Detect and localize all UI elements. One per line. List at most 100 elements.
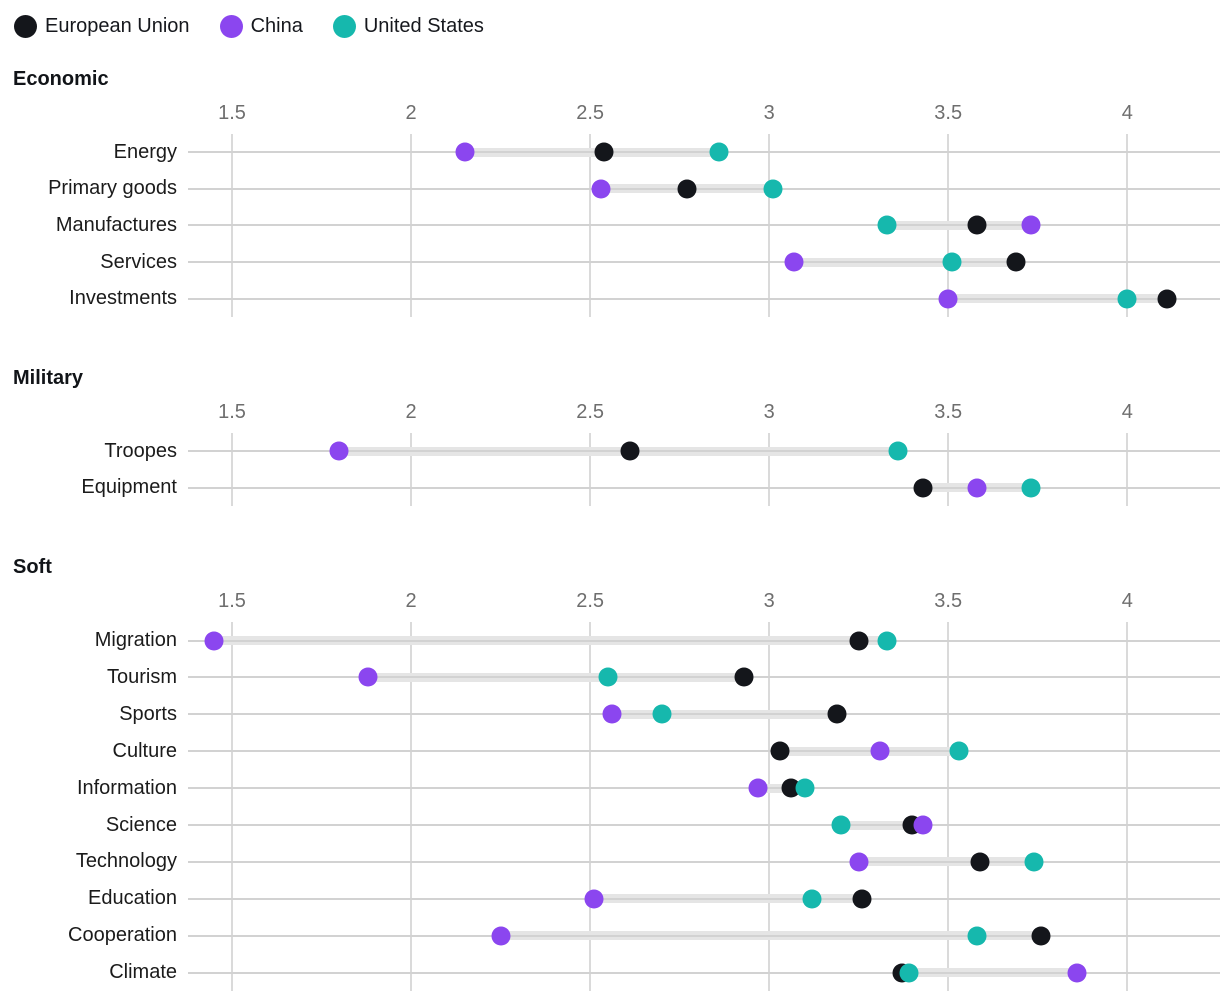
row-gridline <box>188 639 1220 642</box>
dot-united-states[interactable] <box>1024 852 1044 872</box>
dot-european-union[interactable] <box>1006 252 1026 272</box>
row-label: Climate <box>109 961 177 984</box>
dot-united-states[interactable] <box>831 815 851 835</box>
row-track <box>188 134 1220 171</box>
dot-china[interactable] <box>584 889 604 909</box>
row-gridline <box>188 787 1220 790</box>
dot-china[interactable] <box>602 704 622 724</box>
dot-united-states[interactable] <box>888 441 908 461</box>
dot-china[interactable] <box>748 778 768 798</box>
row-label: Information <box>76 776 177 799</box>
dot-european-union[interactable] <box>913 478 933 498</box>
row-gridline <box>188 897 1220 900</box>
row-label: Tourism <box>106 665 177 688</box>
dot-united-states[interactable] <box>1117 289 1137 309</box>
dot-european-union[interactable] <box>770 741 790 761</box>
dot-european-union[interactable] <box>849 631 869 651</box>
dot-european-union[interactable] <box>827 704 847 724</box>
dot-united-states[interactable] <box>877 631 897 651</box>
dot-european-union[interactable] <box>677 179 697 199</box>
row-gridline <box>188 676 1220 679</box>
row-gridline <box>188 151 1220 154</box>
dot-united-states[interactable] <box>652 704 672 724</box>
row-gridline <box>188 187 1220 190</box>
dot-china[interactable] <box>329 441 349 461</box>
dot-united-states[interactable] <box>598 667 618 687</box>
dot-united-states[interactable] <box>795 778 815 798</box>
dot-european-union[interactable] <box>970 852 990 872</box>
dot-china[interactable] <box>1021 215 1041 235</box>
row-track <box>188 844 1220 881</box>
dot-united-states[interactable] <box>877 215 897 235</box>
chart-row-manufactures: Manufactures <box>0 207 1220 244</box>
chart-row-energy: Energy <box>0 134 1220 171</box>
dot-china[interactable] <box>938 289 958 309</box>
dot-china[interactable] <box>913 815 933 835</box>
chart-row-culture: Culture <box>0 733 1220 770</box>
row-track <box>188 659 1220 696</box>
dot-united-states[interactable] <box>942 252 962 272</box>
row-track <box>188 770 1220 807</box>
x-axis: 1.5 2 2.5 3 3.5 4 <box>188 588 1220 616</box>
dot-china[interactable] <box>849 852 869 872</box>
dot-european-union[interactable] <box>852 889 872 909</box>
dot-united-states[interactable] <box>899 963 919 983</box>
dot-united-states[interactable] <box>949 741 969 761</box>
row-track <box>188 433 1220 470</box>
gridline <box>768 622 771 992</box>
gridline <box>768 432 771 507</box>
section-title: Military <box>13 366 84 389</box>
row-gridline <box>188 860 1220 863</box>
x-axis-tick: 4 <box>1121 590 1133 613</box>
dot-european-union[interactable] <box>1031 926 1051 946</box>
dot-china[interactable] <box>784 252 804 272</box>
chart-row-climate: Climate <box>0 954 1220 991</box>
plot-area: Migration Tourism Sports Culture Information… <box>0 622 1220 992</box>
dot-china[interactable] <box>870 741 890 761</box>
chart-row-troopes: Troopes <box>0 433 1220 470</box>
dot-united-states[interactable] <box>1021 478 1041 498</box>
row-label: Education <box>88 887 177 910</box>
dot-united-states[interactable] <box>802 889 822 909</box>
gridline <box>589 432 592 507</box>
dot-united-states[interactable] <box>763 179 783 199</box>
gridline <box>231 622 234 992</box>
section-title: Economic <box>13 68 109 90</box>
x-axis-tick: 3.5 <box>934 590 963 613</box>
dot-china[interactable] <box>967 478 987 498</box>
row-label: Culture <box>112 739 177 762</box>
x-axis-tick: 4 <box>1121 400 1133 423</box>
chart-row-migration: Migration <box>0 622 1220 659</box>
dot-china[interactable] <box>455 142 475 162</box>
dot-european-union[interactable] <box>620 441 640 461</box>
dot-united-states[interactable] <box>967 926 987 946</box>
gridline <box>410 432 413 507</box>
dot-european-union[interactable] <box>594 142 614 162</box>
row-label: Troopes <box>104 439 177 462</box>
x-axis-tick: 2.5 <box>576 400 605 423</box>
row-track <box>188 696 1220 733</box>
row-gridline <box>188 824 1220 827</box>
chart-row-cooperation: Cooperation <box>0 917 1220 954</box>
dot-china[interactable] <box>358 667 378 687</box>
dot-china[interactable] <box>591 179 611 199</box>
dot-european-union[interactable] <box>1157 289 1177 309</box>
dot-european-union[interactable] <box>781 778 801 798</box>
legend-item-european-union[interactable]: European Union <box>14 15 190 38</box>
dot-united-states[interactable] <box>709 142 729 162</box>
row-track <box>188 880 1220 917</box>
dot-european-union[interactable] <box>967 215 987 235</box>
section-military: Military 1.5 2 2.5 3 3.5 4 Troopes Equipment <box>0 365 1220 507</box>
row-label: Equipment <box>81 476 177 499</box>
dot-european-union[interactable] <box>734 667 754 687</box>
row-gridline <box>188 486 1220 489</box>
legend-item-united-states[interactable]: United States <box>332 15 484 38</box>
dot-china[interactable] <box>491 926 511 946</box>
dot-china[interactable] <box>1067 963 1087 983</box>
row-track <box>188 244 1220 281</box>
legend-item-china[interactable]: China <box>219 15 303 38</box>
x-axis-tick: 1.5 <box>218 590 246 613</box>
dot-china[interactable] <box>204 631 224 651</box>
chart-row-sports: Sports <box>0 696 1220 733</box>
row-gridline <box>188 934 1220 937</box>
